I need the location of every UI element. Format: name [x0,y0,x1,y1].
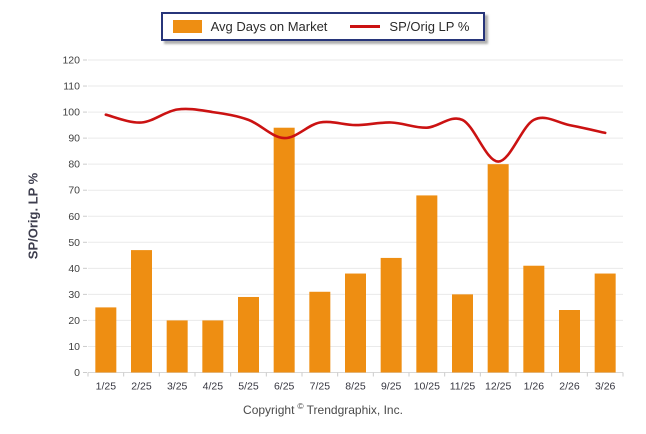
y-tick-label-10: 10 [68,341,80,353]
bar-6/25 [273,127,295,373]
y-tick-label-40: 40 [68,263,80,275]
sp-orig-lp-line [104,107,607,163]
bar-1/26 [523,265,545,373]
bar-12/25 [487,164,509,373]
y-tick-label-120: 120 [62,55,80,67]
bar-9/25 [380,257,402,373]
x-tick-label-3/26: 3/26 [595,381,616,393]
bar-series-label: Avg Days on Market [210,19,328,34]
x-tick-label-12/25: 12/25 [485,381,511,393]
y-tick-label-110: 110 [63,81,80,93]
x-tick-label-6/25: 6/25 [274,381,295,393]
y-tick-label-20: 20 [68,315,80,327]
bar-11/25 [452,294,473,373]
bar-8/25 [345,273,366,373]
x-tick-label-3/25: 3/25 [167,381,188,393]
copyright-company: Trendgraphix, Inc. [306,403,403,417]
x-tick-label-2/26: 2/26 [559,381,580,393]
bar-3/26 [594,273,616,373]
x-tick-label-11/25: 11/25 [450,381,476,393]
x-tick-label-7/25: 7/25 [310,381,331,393]
y-tick-label-60: 60 [68,211,80,223]
y-tick-label-80: 80 [68,159,80,171]
legend: Avg Days on Market SP/Orig LP % [160,12,486,41]
copyright-symbol-icon: © [297,401,304,411]
line-series-swatch-icon [350,25,381,28]
x-tick-label-5/25: 5/25 [238,381,259,393]
y-tick-label-0: 0 [74,367,80,379]
x-tick-label-10/25: 10/25 [414,381,440,393]
copyright-word: Copyright [243,403,295,417]
y-tick-label-50: 50 [68,237,80,249]
bar-10/25 [416,195,438,373]
copyright: Copyright © Trendgraphix, Inc. [0,401,646,417]
x-tick-label-8/25: 8/25 [345,381,366,393]
bar-3/25 [166,320,188,373]
bar-2/26 [559,310,580,373]
y-tick-label-70: 70 [68,185,80,197]
y-tick-label-100: 100 [62,107,80,119]
line-series-label: SP/Orig LP % [389,19,470,34]
legend-row: Avg Days on Market SP/Orig LP % [0,12,646,41]
bar-4/25 [202,320,224,373]
bar-5/25 [238,296,259,373]
x-tick-label-1/25: 1/25 [96,381,117,393]
bar-1/25 [95,307,117,373]
bar-series-swatch-icon [172,20,202,33]
x-tick-label-2/25: 2/25 [131,381,152,393]
x-tick-label-4/25: 4/25 [203,381,224,393]
y-tick-label-90: 90 [68,133,80,145]
x-tick-label-1/26: 1/26 [524,381,545,393]
y-tick-label-30: 30 [68,289,80,301]
bar-2/25 [131,250,152,373]
bar-7/25 [309,291,331,373]
x-tick-label-9/25: 9/25 [381,381,402,393]
